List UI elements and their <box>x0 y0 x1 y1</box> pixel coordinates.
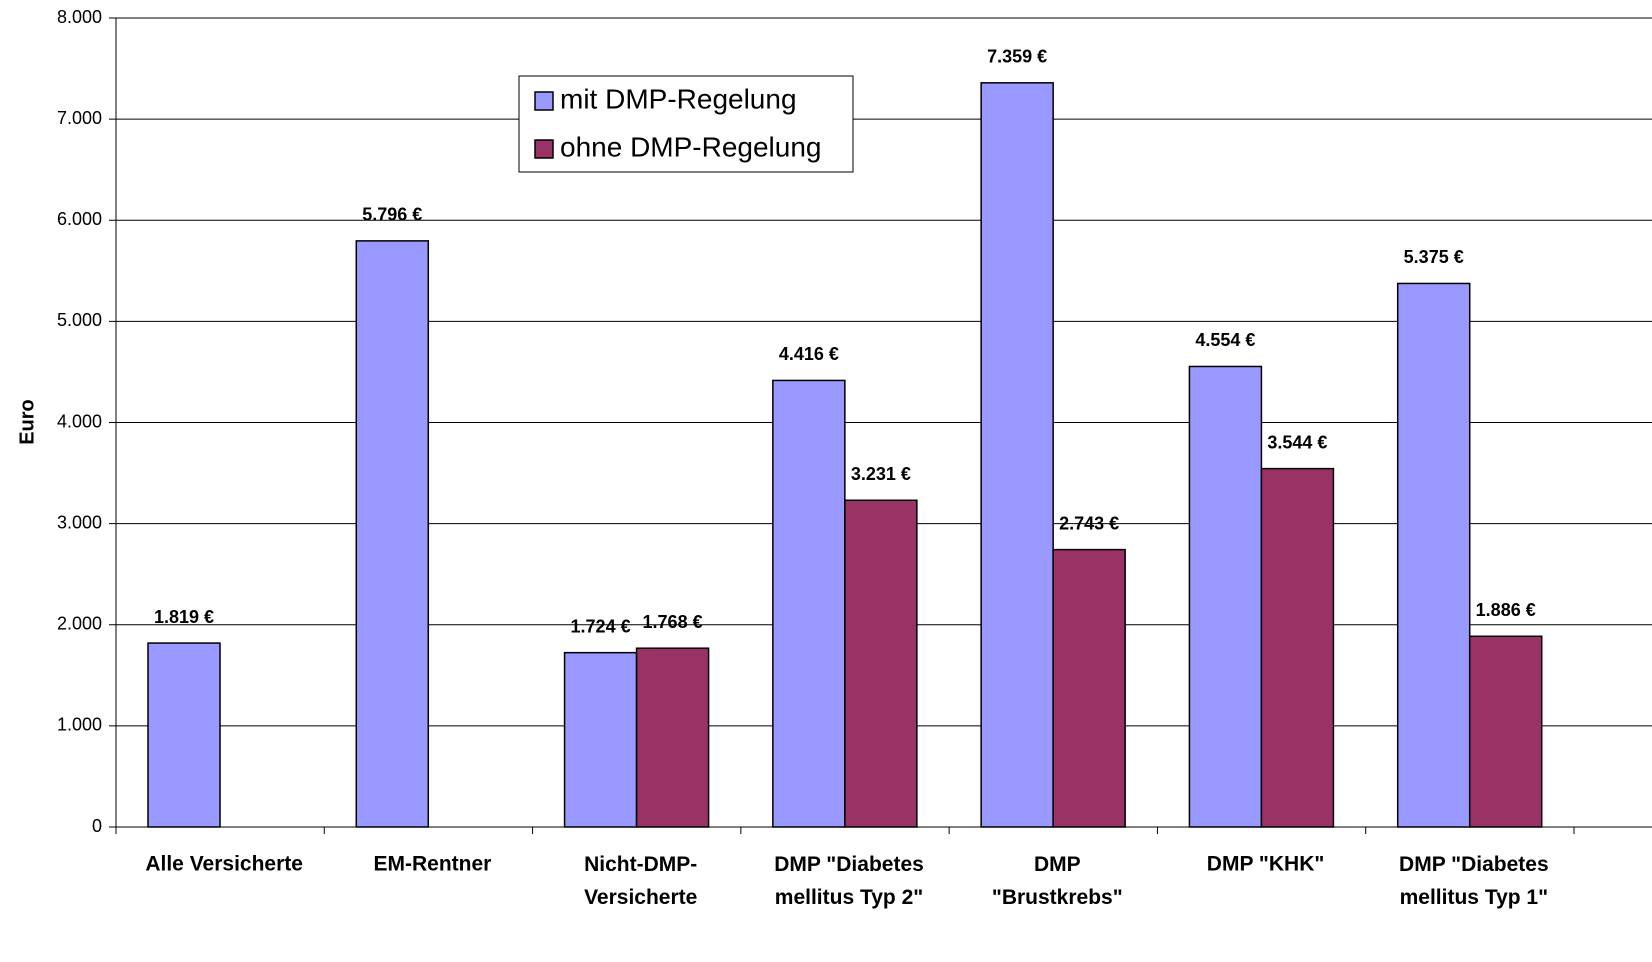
legend-box <box>518 75 854 173</box>
y-tick-label: 4.000 <box>57 411 102 431</box>
value-label: 1.724 € <box>571 616 631 636</box>
y-axis-label: Euro <box>16 399 38 445</box>
value-label: 3.231 € <box>851 464 911 484</box>
value-label: 5.375 € <box>1404 247 1464 267</box>
legend-swatch <box>534 139 554 159</box>
legend-label: mit DMP-Regelung <box>560 83 797 114</box>
y-tick-label: 1.000 <box>57 715 102 735</box>
bar <box>844 499 918 828</box>
x-tick-label: Alle Versicherte <box>145 853 303 876</box>
value-label: 1.768 € <box>643 612 703 632</box>
value-label: 2.743 € <box>1059 513 1119 533</box>
bar <box>1260 467 1335 828</box>
x-tick-label: Nicht-DMP-Versicherte <box>584 853 697 909</box>
x-tick-label: DMP "Brustkrebs" <box>992 853 1123 909</box>
y-tick-label: 7.000 <box>57 108 102 128</box>
y-tick-label: 8.000 <box>57 7 102 27</box>
value-label: 1.886 € <box>1476 600 1536 620</box>
y-tick-label: 2.000 <box>57 614 102 634</box>
x-tick-label: EM-Rentner <box>374 853 492 876</box>
bar <box>1052 548 1126 828</box>
bar <box>563 651 638 828</box>
value-label: 4.416 € <box>779 344 839 364</box>
x-tick-label: DMP "Diabetes mellitus Typ 1" <box>1399 853 1549 909</box>
bar <box>1468 635 1543 828</box>
bar <box>355 240 430 828</box>
y-tick-label: 6.000 <box>57 209 102 229</box>
bar <box>635 647 710 828</box>
value-label: 4.554 € <box>1195 330 1255 350</box>
value-label: 1.819 € <box>154 607 214 627</box>
bar <box>147 642 221 828</box>
y-tick-label: 5.000 <box>57 310 102 330</box>
legend-swatch <box>534 91 554 111</box>
x-tick-label: DMP "KHK" <box>1207 853 1325 876</box>
bar <box>980 82 1054 828</box>
value-label: 3.544 € <box>1267 432 1327 452</box>
value-label: 7.359 € <box>987 47 1047 67</box>
y-tick-label: 3.000 <box>57 512 102 532</box>
x-tick-label: DMP "Diabetes mellitus Typ 2" <box>774 853 924 909</box>
bar <box>1188 365 1263 828</box>
legend-label: ohne DMP-Regelung <box>560 131 822 162</box>
bar <box>772 379 846 828</box>
value-label: 5.796 € <box>362 205 422 225</box>
y-tick-label: 0 <box>92 816 102 836</box>
bar <box>1396 282 1471 828</box>
